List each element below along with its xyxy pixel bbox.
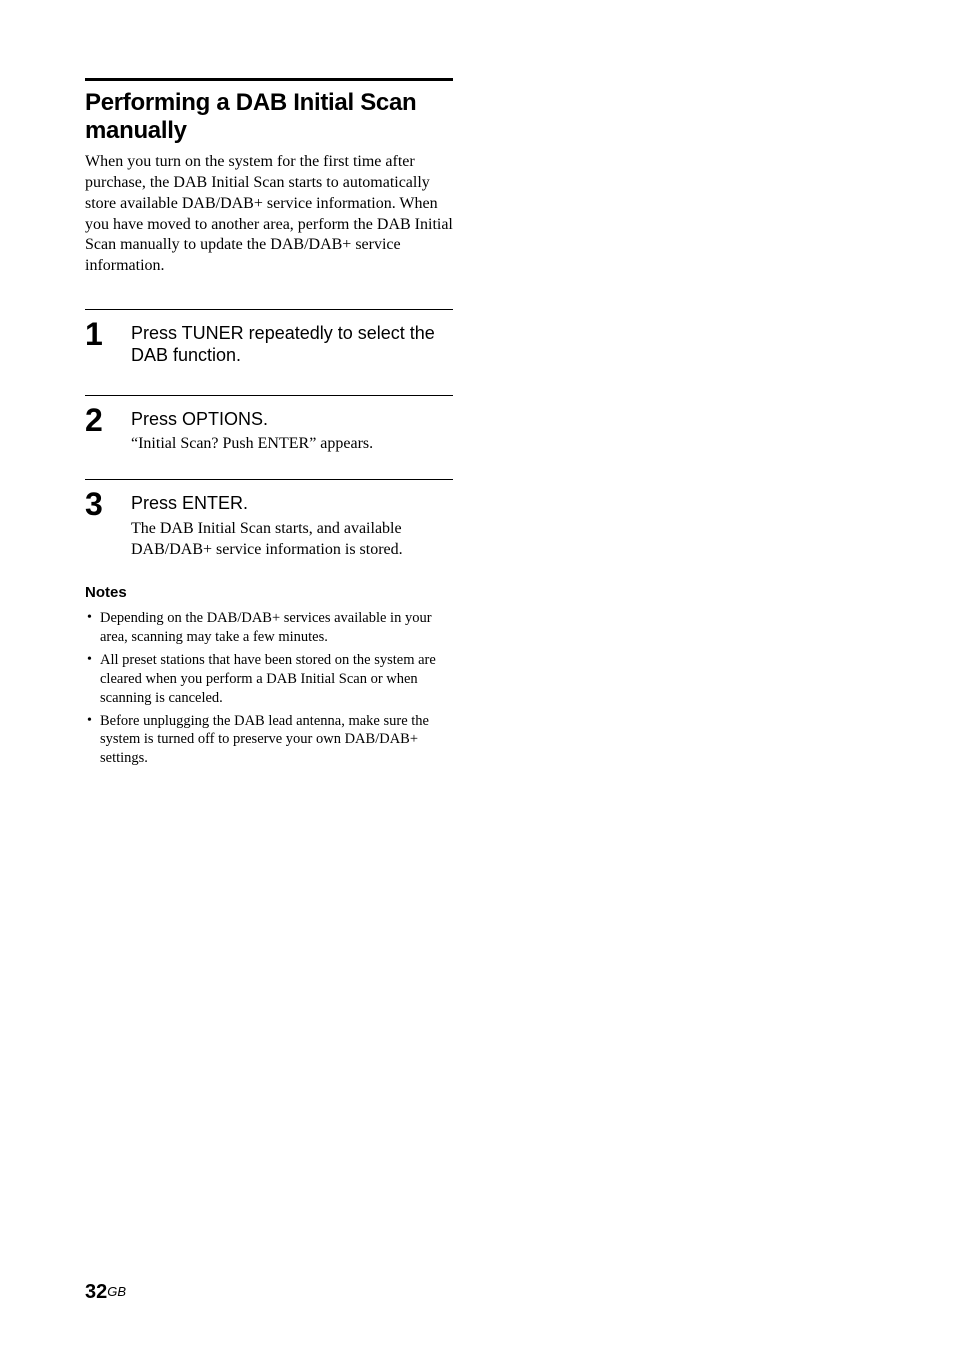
step-number: 3 xyxy=(85,488,131,560)
note-item: All preset stations that have been store… xyxy=(85,651,453,708)
section-title: Performing a DAB Initial Scan manually xyxy=(85,89,453,144)
step-3: 3 Press ENTER. The DAB Initial Scan star… xyxy=(85,479,453,560)
page-number: 32 xyxy=(85,1281,107,1303)
step-instruction: Press OPTIONS. xyxy=(131,408,453,431)
notes-heading: Notes xyxy=(85,584,453,601)
note-item: Before unplugging the DAB lead antenna, … xyxy=(85,712,453,769)
step-content: Press TUNER repeatedly to select the DAB… xyxy=(131,318,453,371)
page-footer: 32GB xyxy=(85,1281,126,1304)
content-column: Performing a DAB Initial Scan manually W… xyxy=(85,78,453,768)
step-number: 1 xyxy=(85,318,131,371)
title-rule xyxy=(85,78,453,81)
step-instruction: Press ENTER. xyxy=(131,492,453,515)
step-1: 1 Press TUNER repeatedly to select the D… xyxy=(85,309,453,371)
step-number: 2 xyxy=(85,404,131,455)
step-detail: The DAB Initial Scan starts, and availab… xyxy=(131,519,453,561)
page-language: GB xyxy=(107,1284,126,1299)
step-instruction: Press TUNER repeatedly to select the DAB… xyxy=(131,322,453,367)
step-2: 2 Press OPTIONS. “Initial Scan? Push ENT… xyxy=(85,395,453,455)
step-detail: “Initial Scan? Push ENTER” appears. xyxy=(131,434,453,455)
step-content: Press ENTER. The DAB Initial Scan starts… xyxy=(131,488,453,560)
notes-list: Depending on the DAB/DAB+ services avail… xyxy=(85,609,453,768)
step-content: Press OPTIONS. “Initial Scan? Push ENTER… xyxy=(131,404,453,455)
intro-paragraph: When you turn on the system for the firs… xyxy=(85,152,453,277)
note-item: Depending on the DAB/DAB+ services avail… xyxy=(85,609,453,647)
